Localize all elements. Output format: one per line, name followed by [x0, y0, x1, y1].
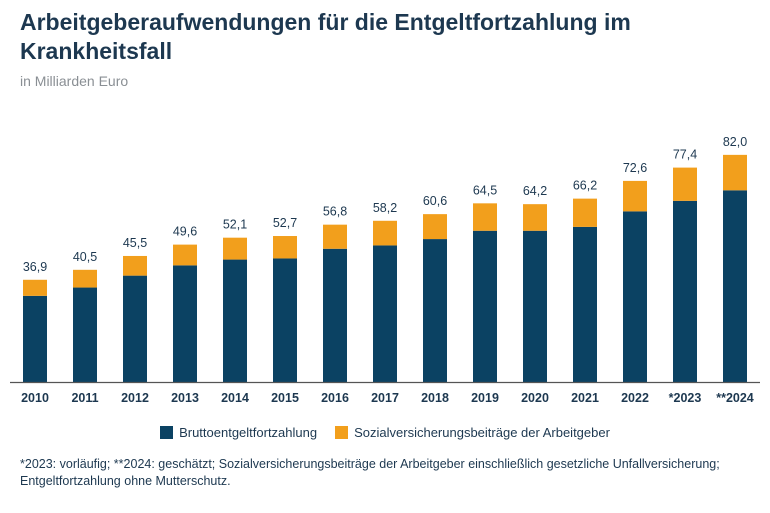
x-tick-label: 2018 [421, 391, 449, 405]
bar-brutto [23, 295, 47, 382]
bar-sozial [673, 167, 697, 201]
legend-label-sozial: Sozialversicherungsbeiträge der Arbeitge… [354, 425, 610, 440]
bar-brutto [623, 211, 647, 382]
bar-brutto [73, 287, 97, 382]
bar-brutto [473, 230, 497, 382]
x-tick-label: 2013 [171, 391, 199, 405]
x-tick-label: 2019 [471, 391, 499, 405]
bar-sozial [223, 237, 247, 260]
stacked-bar-chart: 36,9 2010 40,5 2011 45,5 2012 49,6 2013 52,1 2014… [10, 135, 760, 405]
x-tick-label: 2010 [21, 391, 49, 405]
legend-item-brutto: Bruttoentgeltfortzahlung [160, 425, 317, 440]
bar-sozial [473, 203, 497, 231]
total-label: 66,2 [573, 179, 597, 193]
total-label: 36,9 [23, 260, 47, 274]
bar-brutto [573, 226, 597, 382]
total-label: 40,5 [73, 250, 97, 264]
footnote: *2023: vorläufig; **2024: geschätzt; Soz… [20, 457, 720, 488]
x-tick-label: 2015 [271, 391, 299, 405]
x-tick-label: 2022 [621, 391, 649, 405]
x-tick-label: **2024 [716, 391, 754, 405]
bar-sozial [523, 204, 547, 231]
bar-sozial [373, 220, 397, 246]
total-label: 45,5 [123, 236, 147, 250]
bar-brutto [523, 230, 547, 382]
x-tick-label: 2014 [221, 391, 249, 405]
bar-sozial [323, 224, 347, 249]
total-label: 52,1 [223, 218, 247, 232]
legend-swatch-sozial [335, 426, 349, 439]
total-label: 49,6 [173, 225, 197, 239]
bar-sozial [273, 236, 297, 259]
bar-brutto [173, 265, 197, 382]
x-tick-label: 2021 [571, 391, 599, 405]
total-label: 77,4 [673, 148, 697, 162]
bar-sozial [623, 180, 647, 212]
chart-title: Arbeitgeberaufwendungen für die Entgeltf… [20, 9, 631, 64]
bar-brutto [423, 239, 447, 382]
bar-sozial [423, 214, 447, 240]
bar-sozial [123, 255, 147, 276]
bar-sozial [23, 279, 47, 296]
bar-brutto [223, 259, 247, 382]
bar-brutto [723, 190, 747, 382]
total-label: 64,2 [523, 184, 547, 198]
total-label: 56,8 [323, 205, 347, 219]
legend: Bruttoentgeltfortzahlung Sozialversicher… [0, 425, 770, 440]
legend-label-brutto: Bruttoentgeltfortzahlung [179, 425, 318, 440]
total-label: 60,6 [423, 194, 447, 208]
bar-brutto [373, 245, 397, 382]
bar-brutto [323, 248, 347, 382]
bar-brutto [123, 275, 147, 382]
total-label: 58,2 [373, 201, 397, 215]
x-tick-label: 2012 [121, 391, 149, 405]
x-tick-label: 2020 [521, 391, 549, 405]
total-label: 52,7 [273, 216, 297, 230]
chart-subtitle: in Milliarden Euro [20, 73, 129, 89]
bar-sozial [173, 244, 197, 266]
x-tick-label: 2016 [321, 391, 349, 405]
bar-sozial [573, 198, 597, 227]
legend-swatch-brutto [160, 426, 174, 439]
bar-brutto [273, 258, 297, 382]
bar-sozial [723, 154, 747, 191]
x-tick-label: *2023 [669, 391, 702, 405]
total-label: 82,0 [723, 135, 747, 149]
bar-sozial [73, 269, 97, 288]
legend-item-sozial: Sozialversicherungsbeiträge der Arbeitge… [335, 425, 610, 440]
total-label: 64,5 [473, 183, 497, 197]
x-tick-label: 2011 [71, 391, 98, 405]
bar-brutto [673, 200, 697, 382]
total-label: 72,6 [623, 161, 647, 175]
x-tick-label: 2017 [371, 391, 399, 405]
